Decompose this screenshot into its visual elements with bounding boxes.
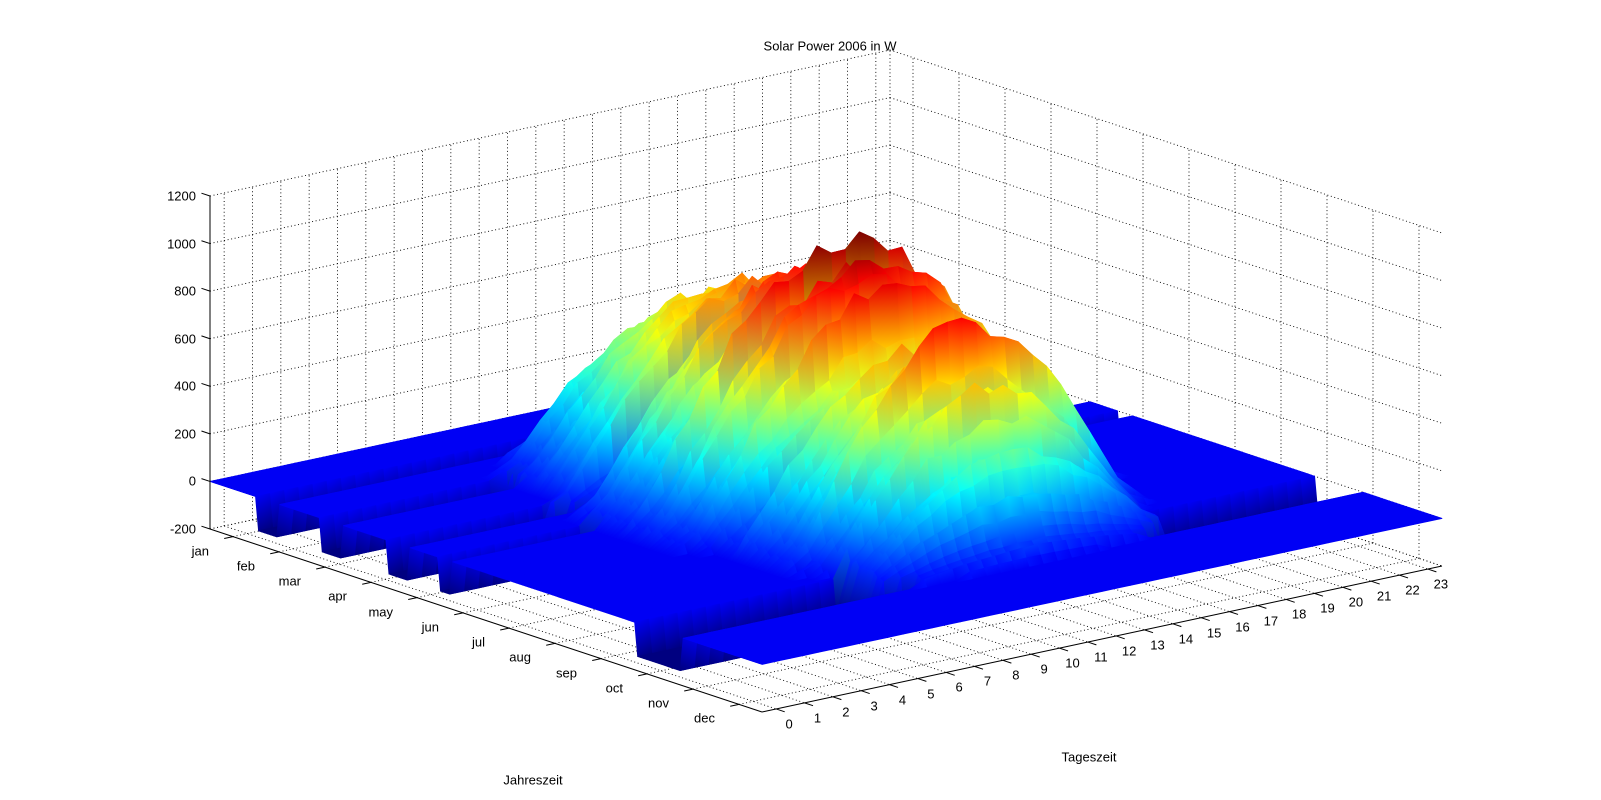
- hour-tick-label: 6: [955, 679, 963, 695]
- hour-tick-label: 8: [1012, 667, 1020, 683]
- month-tick-label: may: [368, 604, 393, 620]
- month-tick-label: jun: [421, 619, 439, 635]
- month-tick-label: dec: [694, 710, 715, 726]
- hour-tick-label: 18: [1291, 606, 1307, 622]
- hour-tick-label: 13: [1150, 637, 1165, 653]
- z-tick-label: 200: [174, 426, 196, 442]
- y-axis-label: Jahreszeit: [503, 772, 563, 788]
- month-tick-label: feb: [236, 558, 255, 574]
- month-tick-label: sep: [556, 665, 577, 681]
- month-tick-label: nov: [648, 695, 669, 711]
- chart-title: Solar Power 2006 in W: [763, 38, 897, 54]
- hour-tick-label: 10: [1065, 655, 1080, 671]
- hour-tick-label: 15: [1206, 625, 1222, 641]
- z-tick-label: 1200: [167, 188, 196, 204]
- hour-tick-label: 23: [1433, 576, 1449, 592]
- hour-tick-label: 21: [1376, 588, 1392, 604]
- month-tick-label: apr: [328, 588, 347, 604]
- z-tick-label: -200: [169, 521, 196, 537]
- z-tick-label: 600: [174, 331, 196, 347]
- hour-tick-label: 0: [785, 716, 793, 732]
- z-tick-label: 1000: [167, 236, 196, 252]
- hour-tick-label: 7: [983, 673, 992, 689]
- hour-tick-label: 14: [1178, 631, 1194, 647]
- z-tick-label: 400: [174, 378, 196, 394]
- z-tick-label: 0: [188, 473, 196, 489]
- hour-tick-label: 4: [898, 692, 907, 708]
- month-tick-label: mar: [278, 573, 301, 589]
- hour-tick-label: 16: [1235, 619, 1250, 635]
- hour-tick-label: 11: [1094, 649, 1108, 665]
- z-tick-label: 800: [174, 283, 196, 299]
- hour-tick-label: 22: [1405, 582, 1420, 598]
- month-tick-label: jul: [471, 634, 485, 650]
- hour-tick-label: 1: [813, 710, 822, 726]
- month-tick-label: oct: [605, 680, 623, 696]
- hour-tick-label: 9: [1040, 661, 1048, 677]
- hour-tick-label: 2: [842, 704, 850, 720]
- x-axis-label: Tageszeit: [1061, 749, 1117, 765]
- month-tick-label: jan: [191, 543, 209, 559]
- month-tick-label: aug: [509, 649, 531, 665]
- hour-tick-label: 17: [1263, 613, 1279, 629]
- hour-tick-label: 20: [1348, 594, 1364, 610]
- hour-tick-label: 3: [870, 698, 878, 714]
- hour-tick-label: 19: [1320, 600, 1335, 616]
- hour-tick-label: 5: [927, 686, 935, 702]
- hour-tick-label: 12: [1121, 643, 1137, 659]
